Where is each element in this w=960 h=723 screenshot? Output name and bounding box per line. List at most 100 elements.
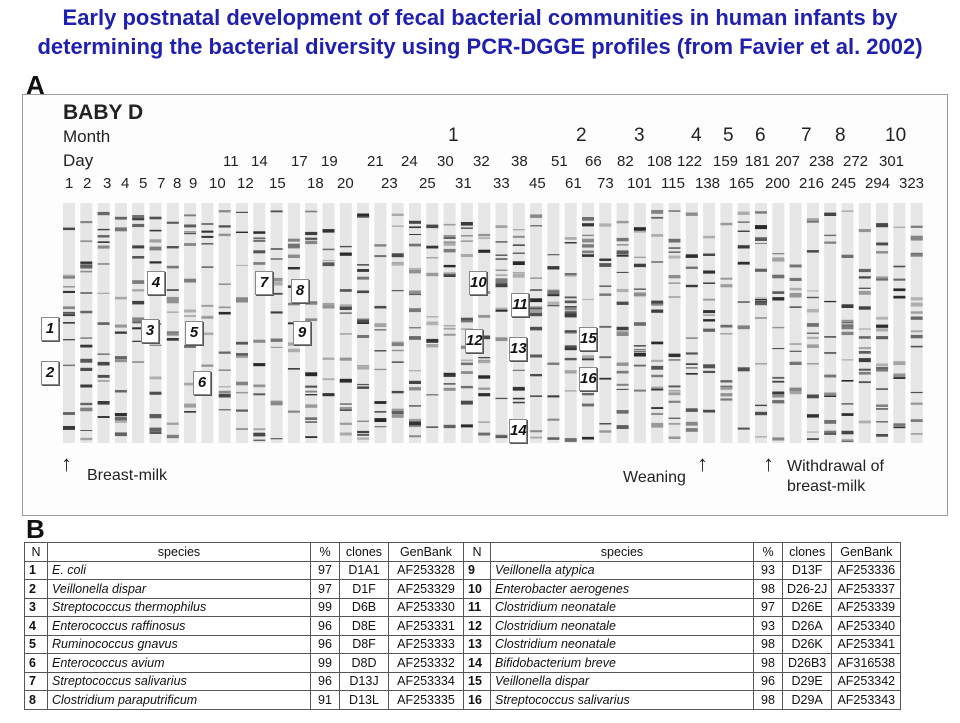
gel-band (564, 306, 577, 311)
gel-band (789, 306, 802, 308)
gel-band (547, 362, 560, 365)
gel-band (391, 262, 404, 265)
gel-band (530, 430, 543, 433)
gel-band (114, 420, 127, 423)
gel-band (391, 361, 404, 363)
gel-band (391, 414, 404, 418)
col-n: N (24, 542, 48, 562)
gel-lane (720, 203, 733, 443)
gel-band (789, 343, 802, 345)
gel-band (720, 386, 733, 390)
gel-band (564, 306, 577, 308)
gel-band (685, 212, 698, 216)
gel-band (564, 347, 577, 351)
gel-band (651, 216, 664, 219)
weaning-label: Weaning (623, 469, 686, 486)
gel-band (478, 357, 491, 359)
gel-band (322, 357, 335, 360)
gel-band (772, 253, 785, 255)
gel-band (63, 286, 75, 288)
gel-band (703, 364, 716, 369)
gel-lane (460, 203, 473, 443)
band-marker-10: 10 (469, 271, 487, 295)
day-upper-label: 38 (511, 153, 528, 170)
gel-band (582, 298, 594, 300)
gel-band (339, 408, 352, 411)
gel-band (374, 368, 387, 371)
gel-band (564, 300, 577, 304)
cell-species: Veillonella atypica (490, 560, 754, 580)
day-upper-label: 14 (251, 153, 268, 170)
gel-lane (495, 203, 508, 443)
gel-lane (114, 203, 127, 443)
gel-band (564, 345, 577, 349)
gel-band (841, 324, 854, 327)
gel-band (530, 313, 543, 317)
gel-band (184, 309, 197, 313)
gel-band (287, 238, 300, 242)
cell-n: 3 (24, 597, 48, 617)
gel-band (824, 212, 837, 216)
gel-band (530, 306, 543, 309)
gel-band (547, 304, 560, 307)
gel-band (132, 256, 145, 259)
gel-band (685, 367, 698, 369)
gel-band (443, 235, 456, 239)
gel-band (357, 318, 370, 320)
cell-percent: 97 (310, 560, 340, 580)
gel-band (305, 231, 318, 236)
gel-band (270, 338, 283, 342)
gel-band (114, 432, 127, 437)
gel-band (305, 390, 318, 393)
gel-band (460, 424, 473, 428)
gel-band (703, 370, 716, 372)
band-marker-2: 2 (41, 361, 59, 385)
gel-band (218, 311, 231, 315)
gel-band (339, 307, 352, 310)
gel-band (858, 290, 871, 295)
cell-percent: 98 (753, 634, 783, 654)
gel-band (478, 237, 491, 240)
gel-band (685, 254, 698, 258)
col-clones-2: clones (781, 542, 833, 562)
gel-band (149, 239, 162, 243)
gel-band (737, 301, 750, 303)
gel-band (114, 216, 127, 220)
gel-band (218, 393, 231, 398)
gel-band (305, 318, 318, 321)
gel-band (460, 320, 473, 323)
gel-band (564, 357, 577, 361)
gel-band (530, 354, 543, 358)
gel-band (582, 393, 594, 396)
gel-band (97, 361, 110, 366)
gel-lane (201, 203, 214, 443)
gel-band (806, 290, 819, 292)
gel-band (910, 419, 923, 422)
gel-band (460, 222, 473, 226)
day-lower-label: 2 (83, 175, 92, 192)
gel-band (910, 330, 923, 333)
gel-band (910, 433, 923, 435)
day-upper-label: 30 (437, 153, 454, 170)
gel-band (893, 278, 906, 281)
gel-band (841, 359, 854, 361)
band-marker-3: 3 (141, 319, 159, 343)
gel-band (651, 309, 664, 313)
band-marker-15: 15 (579, 327, 597, 351)
gel-band (651, 426, 664, 428)
gel-band (253, 384, 266, 388)
col-genbank-2: GenBank (831, 542, 902, 562)
cell-percent: 99 (310, 597, 340, 617)
gel-band (858, 347, 871, 350)
gel-band (893, 423, 906, 426)
gel-band (633, 364, 646, 367)
gel-band (374, 323, 387, 328)
gel-band (668, 255, 681, 259)
gel-band (616, 410, 629, 413)
day-upper-label: 272 (843, 153, 869, 170)
gel-band (893, 226, 906, 228)
gel-band (841, 325, 854, 330)
gel-band (149, 391, 162, 395)
gel-lane (668, 203, 681, 443)
gel-band (876, 421, 889, 423)
